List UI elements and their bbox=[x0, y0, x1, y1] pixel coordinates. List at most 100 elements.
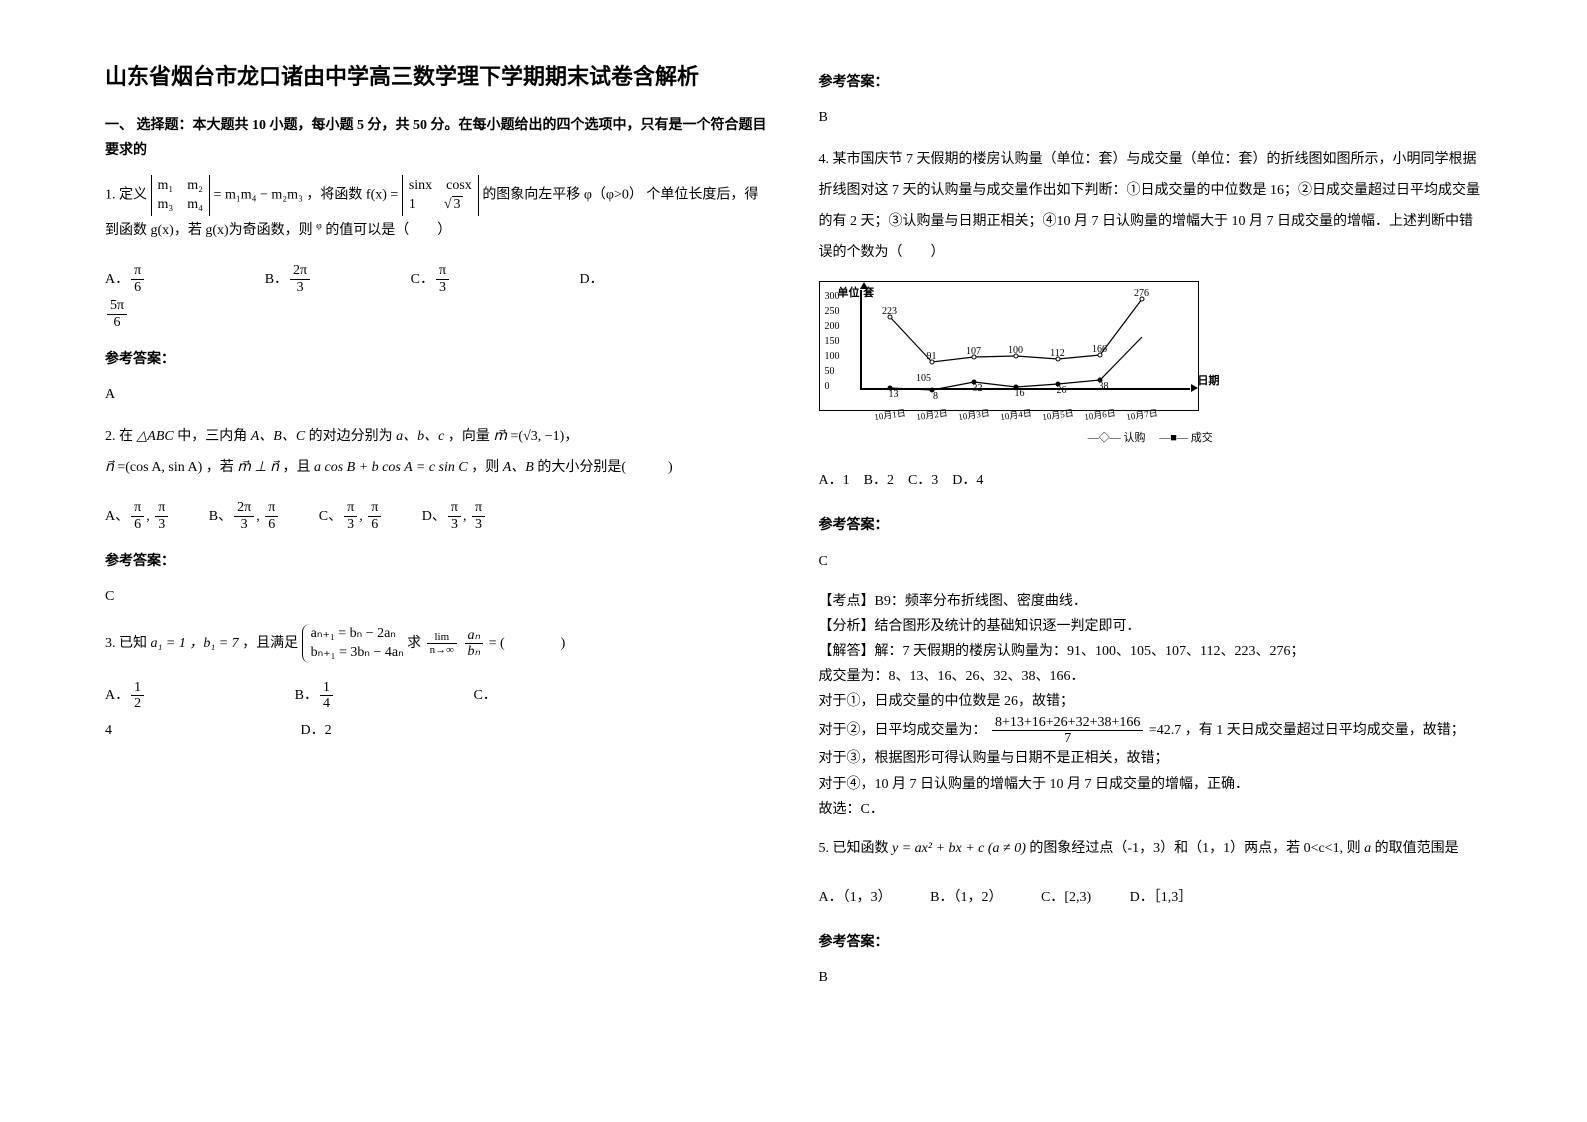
q1-opt-c: C． bbox=[411, 272, 434, 287]
chart-value-label: 26 bbox=[1057, 382, 1067, 400]
q2-suffix: 的大小分别是( ) bbox=[537, 460, 672, 475]
q1-answer: A bbox=[105, 382, 769, 407]
q2-m3: ，向量 bbox=[448, 429, 490, 444]
q1-m1: ，将函数 bbox=[306, 188, 362, 203]
q2-cond: a cos B + b cos A = c sin C bbox=[314, 460, 468, 475]
q2-perp: m⃗ ⊥ n⃗ bbox=[237, 460, 279, 475]
q4-frac-den: 7 bbox=[992, 731, 1143, 746]
matrix2-icon: sinx cosx 1 3 bbox=[402, 175, 479, 215]
legend-s2: 成交 bbox=[1191, 432, 1213, 444]
chart-value-label: 38 bbox=[1099, 378, 1109, 396]
q5-opt-b: B．（1，2） bbox=[930, 880, 1002, 915]
q1-phi: φ bbox=[316, 220, 322, 231]
q4-frac-num: 8+13+16+26+32+38+166 bbox=[992, 715, 1143, 731]
q4-kaodian: 【考点】B9：频率分布折线图、密度曲线． bbox=[819, 589, 1483, 614]
q1-suffix: 的值可以是（ ） bbox=[325, 223, 451, 238]
q3-opt-cv: 4 bbox=[105, 723, 112, 738]
q3-prefix: 3. 已知 bbox=[105, 636, 147, 651]
chart-xlabel: 10月6日 bbox=[1083, 405, 1116, 425]
q3-opt-b: B． bbox=[295, 688, 318, 703]
q2-m2: 的对边分别为 bbox=[309, 429, 393, 444]
q5-var: a bbox=[1364, 841, 1371, 856]
question-4: 4. 某市国庆节 7 天假期的楼房认购量（单位：套）与成交量（单位：套）的折线图… bbox=[819, 145, 1483, 268]
q1-opt-b: B． bbox=[265, 272, 288, 287]
q4-j4a: 对于②，日平均成交量为： bbox=[819, 723, 987, 738]
chart-value-label: 13 bbox=[889, 386, 899, 404]
q5-options: A．（1，3） B．（1，2） C．[2,3) D．［1,3］ bbox=[819, 880, 1483, 915]
q2-prefix: 2. 在 bbox=[105, 429, 133, 444]
answer-label-1: 参考答案： bbox=[105, 347, 769, 372]
chart-legend: —◇— 认购 —■— 成交 bbox=[819, 429, 1483, 449]
q2-mval: =(√3, −1) bbox=[511, 429, 565, 444]
chart-xlabel: 10月3日 bbox=[957, 405, 990, 425]
q3-opt-a: A． bbox=[105, 688, 129, 703]
q5-mid: 的图象经过点（-1，3）和（1，1）两点，若 0<c<1, 则 bbox=[1029, 841, 1360, 856]
q3-case2: bₙ₊₁ = 3bₙ − 4aₙ bbox=[311, 643, 404, 663]
q2-sides: a、b、c bbox=[396, 429, 444, 444]
q3-opt-d: D．2 bbox=[301, 723, 332, 738]
q1-opt-d: D． bbox=[580, 272, 604, 287]
q5-opt-a: A．（1，3） bbox=[819, 880, 892, 915]
q2-l2m: ，若 bbox=[206, 460, 234, 475]
left-column: 山东省烟台市龙口诸由中学高三数学理下学期期末试卷含解析 一、 选择题：本大题共 … bbox=[80, 60, 794, 1062]
answer-label-4: 参考答案： bbox=[819, 513, 1483, 538]
q4-jieda4: 对于②，日平均成交量为： 8+13+16+26+32+38+1667 =42.7… bbox=[819, 715, 1483, 747]
q3-b1: ，b₁ = 7 bbox=[189, 636, 238, 651]
q4-text: 4. 某市国庆节 7 天假期的楼房认购量（单位：套）与成交量（单位：套）的折线图… bbox=[819, 152, 1481, 259]
q5-answer: B bbox=[819, 965, 1483, 990]
chart-value-label: 112 bbox=[1050, 345, 1065, 363]
q3-case1: aₙ₊₁ = bₙ − 2aₙ bbox=[311, 624, 404, 644]
answer-label-5: 参考答案： bbox=[819, 930, 1483, 955]
chart-xlabel: 10月4日 bbox=[999, 405, 1032, 425]
legend-s1: 认购 bbox=[1124, 432, 1146, 444]
chart-value-label: 276 bbox=[1134, 285, 1149, 303]
q3-answer: B bbox=[819, 105, 1483, 130]
chart-value-label: 32 bbox=[973, 380, 983, 398]
q2-abc: △ABC bbox=[137, 429, 174, 444]
q4-j4b: ，有 1 天日成交量超过日平均成交量，故错； bbox=[1185, 723, 1465, 738]
chart-xlabel: 10月7日 bbox=[1125, 405, 1158, 425]
chart-x-axis-label: 日期 bbox=[1198, 372, 1220, 392]
q4-answer: C bbox=[819, 549, 1483, 574]
line-chart: 单位:套 日期 05010015020025030010月1日10月2日10月3… bbox=[819, 281, 1199, 411]
q4-jieda5: 对于③，根据图形可得认购量与日期不是正相关，故错； bbox=[819, 746, 1483, 771]
q4-jieda7: 故选：C． bbox=[819, 797, 1483, 822]
q2-ab: A、B bbox=[503, 460, 534, 475]
question-3: 3. 已知 a₁ = 1 ，b₁ = 7 ，且满足 aₙ₊₁ = bₙ − 2a… bbox=[105, 624, 769, 663]
q1-phi-cond: φ（φ>0） bbox=[584, 188, 643, 203]
q5-suffix: 的取值范围是 bbox=[1375, 841, 1459, 856]
q1-prefix: 1. 定义 bbox=[105, 188, 147, 203]
q2-nvec: n⃗ bbox=[105, 460, 114, 475]
q2-m1: 中，三内角 bbox=[177, 429, 247, 444]
q4-j4eq: =42.7 bbox=[1149, 723, 1181, 738]
section-1-header: 一、 选择题：本大题共 10 小题，每小题 5 分，共 50 分。在每小题给出的… bbox=[105, 113, 769, 163]
q3-mid2: 求 bbox=[407, 636, 421, 651]
q2-l2m2: ，且 bbox=[283, 460, 311, 475]
q3-suffix: = ( ) bbox=[489, 636, 566, 651]
document-title: 山东省烟台市龙口诸由中学高三数学理下学期期末试卷含解析 bbox=[105, 60, 769, 93]
chart-xlabel: 10月5日 bbox=[1041, 405, 1074, 425]
answer-label-3: 参考答案： bbox=[819, 70, 1483, 95]
question-1: 1. 定义 m₁ m₂ m₃ m₄ = m₁m₄ − m₂m₃ ，将函数 f(x… bbox=[105, 175, 769, 246]
q3-options: A．12 B．14 C． 4 D．2 bbox=[105, 678, 769, 748]
chart-ytick: 300 bbox=[825, 288, 840, 306]
q2-answer: C bbox=[105, 584, 769, 609]
chart-value-label: 100 bbox=[1008, 342, 1023, 360]
q4-jieda3: 对于①，日成交量的中位数是 26，故错； bbox=[819, 689, 1483, 714]
q1-m2: 的图象向左平移 bbox=[482, 188, 580, 203]
chart-value-label: 16 bbox=[1015, 385, 1025, 403]
chart-value-label: 166 bbox=[1092, 341, 1107, 359]
q3-a1: a₁ = 1 bbox=[151, 636, 186, 651]
q4-jieda2: 成交量为：8、13、16、26、32、38、166． bbox=[819, 664, 1483, 689]
chart-value-label: 105 bbox=[916, 370, 931, 388]
chart-xlabel: 10月1日 bbox=[873, 405, 906, 425]
q2-options: A、π6, π3 B、2π3, π6 C、π3, π6 D、π3, π3 bbox=[105, 499, 769, 534]
right-column: 参考答案： B 4. 某市国庆节 7 天假期的楼房认购量（单位：套）与成交量（单… bbox=[794, 60, 1508, 1062]
q2-neq: =(cos A, sin A) bbox=[117, 460, 202, 475]
question-2: 2. 在 △ABC 中，三内角 A、B、C 的对边分别为 a、b、c ，向量 m… bbox=[105, 422, 769, 484]
q4-jieda1: 【解答】解：7 天假期的楼房认购量为：91、100、105、107、112、22… bbox=[819, 639, 1483, 664]
matrix-icon: m₁ m₂ m₃ m₄ bbox=[151, 175, 211, 215]
q4-fenxi: 【分析】结合图形及统计的基础知识逐一判定即可． bbox=[819, 614, 1483, 639]
q3-mid: ，且满足 bbox=[242, 636, 298, 651]
q4-jieda6: 对于④，10 月 7 日认购量的增幅大于 10 月 7 日成交量的增幅，正确． bbox=[819, 772, 1483, 797]
